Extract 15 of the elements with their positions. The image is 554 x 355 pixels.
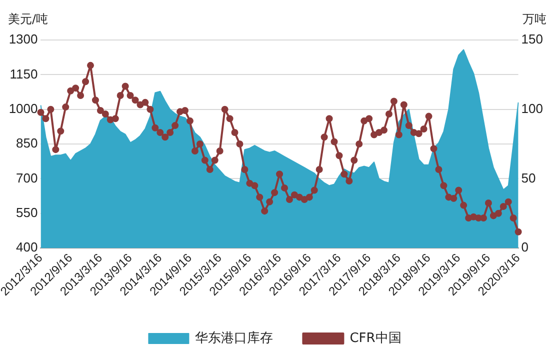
y2-tick-label: 150 (521, 32, 544, 47)
y2-axis-title: 万吨 (522, 12, 546, 26)
y-tick-label: 1150 (10, 66, 38, 82)
y-tick-label: 700 (16, 170, 38, 186)
y2-tick-label: 50 (521, 170, 536, 186)
y-tick-label: 850 (16, 136, 38, 151)
y-tick-label: 1000 (8, 100, 38, 116)
y-tick-label: 550 (16, 204, 38, 220)
y-tick-label: 1300 (8, 32, 38, 47)
legend-label: 华东港口库存 (195, 330, 274, 346)
y2-tick-label: 0 (521, 240, 529, 255)
y2-tick-label: 100 (521, 100, 544, 116)
y-tick-label: 400 (16, 240, 38, 255)
y-axis-title: 美元/吨 (8, 12, 48, 26)
legend-label: CFR中国 (350, 330, 402, 346)
